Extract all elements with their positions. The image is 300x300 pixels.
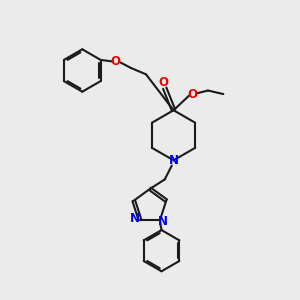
Text: O: O — [110, 55, 120, 68]
Text: O: O — [188, 88, 198, 100]
Text: N: N — [130, 212, 140, 225]
Text: N: N — [169, 154, 178, 167]
Text: O: O — [158, 76, 168, 89]
Text: N: N — [158, 215, 167, 228]
